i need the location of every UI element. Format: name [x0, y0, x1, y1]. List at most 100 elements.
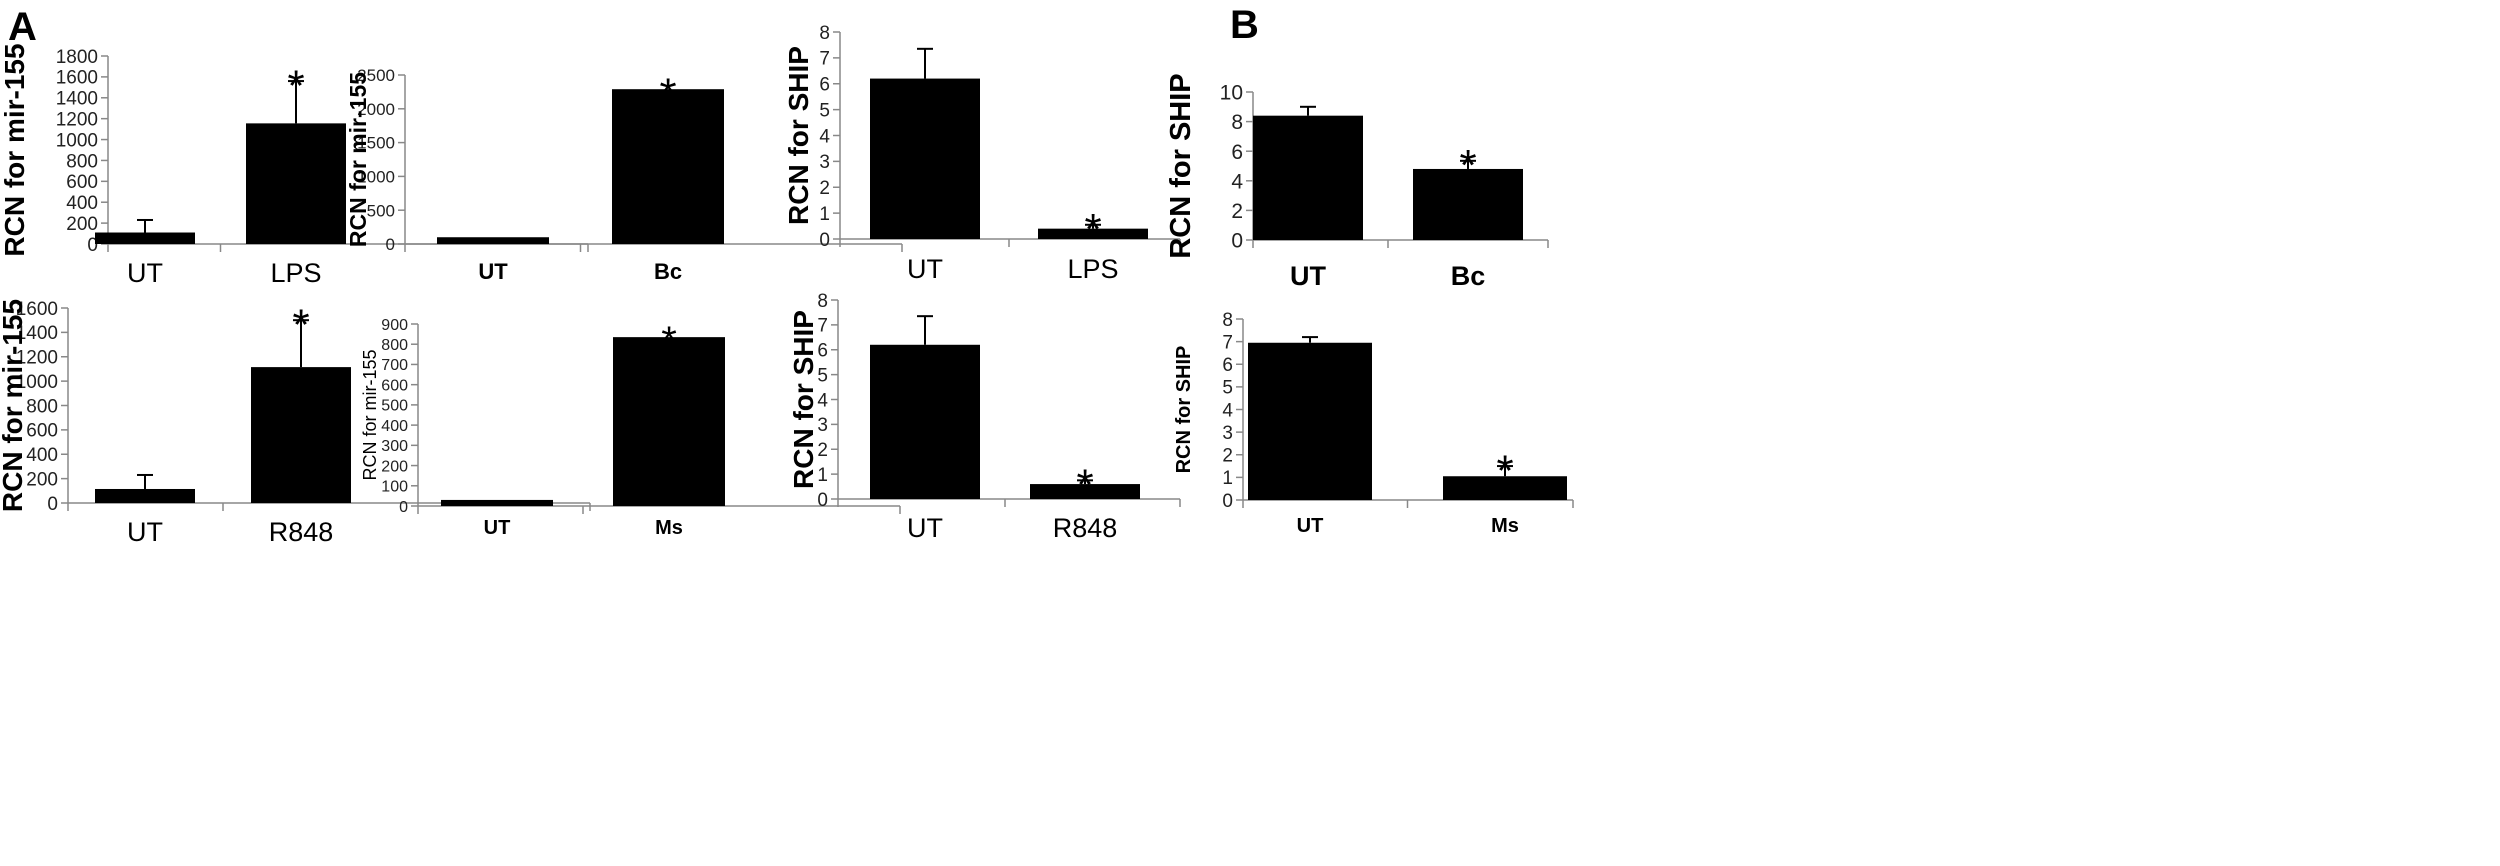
chart-a1: 020040060080010001200140016001800UT*LPSR… — [0, 43, 589, 288]
x-category-label: UT — [1290, 261, 1326, 291]
y-tick-label: 1000 — [56, 130, 98, 151]
y-tick-label: 2 — [819, 178, 830, 199]
y-tick-label: 4 — [1231, 170, 1243, 193]
y-tick-label: 1000 — [16, 372, 58, 393]
y-axis-title: RCN for SHIP — [1165, 73, 1197, 258]
y-axis-title: RCN for mir-155 — [0, 299, 28, 512]
chart-a2: 0 500 1000 1500 2000 2500 UT * Bc RCN for mir-155 — [345, 66, 903, 284]
y-tick-label: 8 — [817, 291, 828, 312]
y-tick-label: 0 — [817, 490, 828, 511]
y-tick-label: 5 — [1222, 378, 1233, 399]
y-tick-label: 1400 — [56, 89, 98, 110]
y-tick-label: 6 — [819, 75, 830, 96]
x-category-label: UT — [907, 513, 943, 543]
y-tick-label: 1 — [1222, 468, 1233, 489]
y-tick-label: 6 — [817, 341, 828, 362]
y-tick-label: 100 — [381, 479, 408, 496]
y-tick-label: 700 — [381, 357, 408, 374]
chart-b1: 0 1 2 3 4 5 6 7 8 UT *LPS RCN for SHIP — [783, 23, 1181, 284]
y-tick-label: 400 — [26, 445, 58, 466]
y-tick-label: 6 — [1222, 355, 1233, 376]
y-tick-label: 1500 — [357, 134, 395, 153]
y-axis-title: RCN for SHIP — [788, 310, 819, 489]
bar-bc — [1413, 168, 1523, 240]
y-tick-label: 0 — [87, 235, 98, 256]
bar-bc — [612, 89, 724, 244]
bar-r848 — [251, 367, 351, 503]
x-category-label: R848 — [269, 517, 334, 547]
y-tick-label: 10 — [1220, 82, 1243, 105]
bar-lps — [246, 123, 346, 244]
y-tick-label: 400 — [381, 418, 408, 435]
y-tick-label: 0 — [1231, 230, 1243, 253]
y-tick-label: 1200 — [56, 110, 98, 131]
y-axis-title: RCN for mir-155 — [0, 43, 30, 256]
significance-star: * — [287, 61, 304, 110]
y-tick-label: 2 — [1222, 446, 1233, 467]
x-category-label: UT — [478, 259, 508, 284]
x-category-label: UT — [1297, 515, 1324, 537]
y-tick-label: 5 — [819, 100, 830, 121]
y-tick-label: 3 — [817, 415, 828, 436]
panel-label-a: A — [8, 5, 37, 49]
y-tick-label: 900 — [381, 317, 408, 334]
bar-ms — [1443, 476, 1567, 500]
bar-ms — [613, 337, 725, 506]
y-tick-label: 0 — [47, 494, 58, 515]
bar-ut — [95, 488, 195, 503]
bar-ut — [441, 499, 553, 506]
y-tick-label: 4 — [819, 126, 830, 147]
y-tick-label: 1400 — [16, 323, 58, 344]
chart-a3: 02004006008001000120014001600UT*R848RCN … — [0, 299, 591, 547]
bar-ut — [1253, 115, 1363, 240]
bar-ut — [1248, 342, 1372, 500]
bar-ut — [870, 344, 980, 499]
y-tick-label: 1000 — [357, 168, 395, 187]
y-tick-label: 3 — [819, 152, 830, 173]
bar-ut — [437, 237, 549, 244]
y-tick-label: 5 — [817, 365, 828, 386]
y-tick-label: 1 — [819, 204, 830, 225]
chart-a4: 0 100 200 300 400 500 600 700 800 900 UT * Ms RCN for… — [360, 317, 901, 539]
y-axis-title: RCN for mir-155 — [360, 349, 380, 480]
y-tick-label: 600 — [26, 421, 58, 442]
y-tick-label: 800 — [26, 396, 58, 417]
y-tick-label: 200 — [381, 458, 408, 475]
y-tick-label: 500 — [381, 398, 408, 415]
bar-lps — [1038, 228, 1148, 239]
y-tick-label: 1600 — [56, 68, 98, 89]
y-tick-label: 1 — [817, 465, 828, 486]
x-category-label: Bc — [1451, 261, 1486, 291]
y-tick-label: 4 — [817, 390, 828, 411]
y-tick-label: 800 — [381, 337, 408, 354]
y-tick-label: 0 — [819, 230, 830, 251]
y-tick-label: 2 — [1231, 200, 1243, 223]
y-tick-label: 200 — [66, 214, 98, 235]
x-category-label: R848 — [1053, 513, 1118, 543]
x-category-label: Ms — [655, 517, 683, 539]
y-tick-label: 7 — [819, 49, 830, 70]
y-tick-label: 7 — [1222, 332, 1233, 353]
y-tick-label: 2000 — [357, 100, 395, 119]
y-tick-label: 6 — [1231, 141, 1243, 164]
x-category-label: LPS — [1067, 254, 1118, 284]
x-category-label: Bc — [654, 259, 682, 284]
significance-star: * — [1084, 205, 1101, 254]
x-category-label: Ms — [1491, 515, 1519, 537]
bar-ut — [95, 232, 195, 244]
significance-star: * — [1076, 461, 1093, 510]
x-category-label: UT — [127, 258, 163, 288]
y-tick-label: 600 — [66, 172, 98, 193]
y-tick-label: 8 — [1222, 310, 1233, 331]
x-category-label: UT — [127, 517, 163, 547]
y-axis-title: RCN for SHIP — [1173, 346, 1195, 474]
y-tick-label: 600 — [381, 377, 408, 394]
y-tick-label: 1600 — [16, 299, 58, 320]
significance-star: * — [661, 319, 677, 363]
x-category-label: UT — [907, 254, 943, 284]
x-category-label: LPS — [270, 258, 321, 288]
y-tick-label: 0 — [386, 235, 395, 254]
y-tick-label: 0 — [399, 499, 408, 516]
